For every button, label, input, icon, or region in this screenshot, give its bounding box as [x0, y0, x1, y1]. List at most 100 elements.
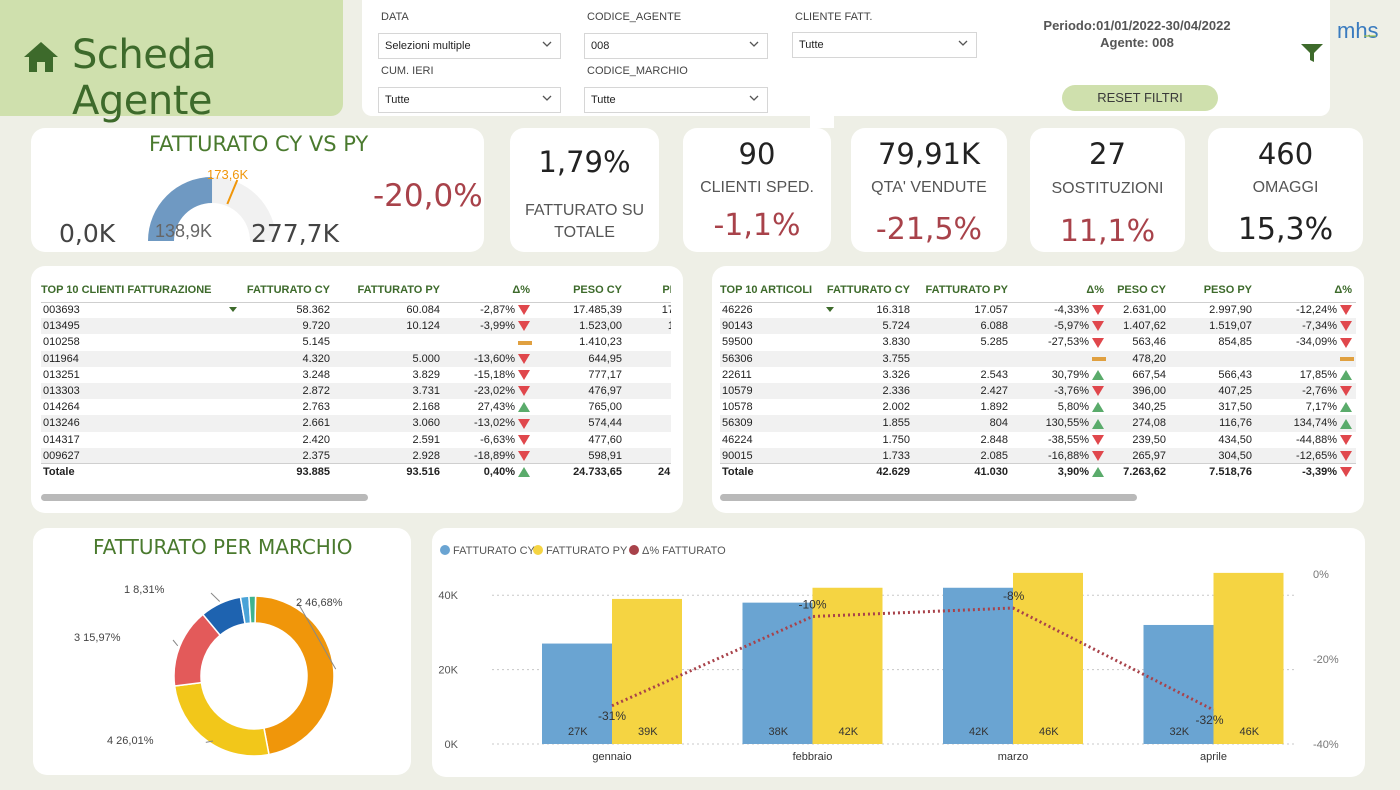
combo-chart: FATTURATO CY FATTURATO PY Δ% FATTURATO 0K 20… — [438, 545, 1339, 763]
legend-label: FATTURATO CY — [453, 545, 536, 557]
table-row[interactable]: 013246 2.661 3.060 -13,02% 574,44 — [41, 415, 671, 432]
table-row[interactable]: 90143 5.724 6.088 -5,97% 1.407,62 1.519,07 -7,… — [720, 318, 1356, 335]
table-row[interactable]: 013495 9.720 10.124 -3,99% 1.523,00 1. — [41, 318, 671, 335]
table-cell: 2.085 — [914, 447, 1012, 464]
column-header[interactable]: Δ% — [1012, 276, 1108, 303]
table-row[interactable]: 56309 1.855 804 130,55% 274,08 116,76 134,74% — [720, 415, 1356, 432]
articles-table-viewport[interactable]: TOP 10 ARTICOLI FATTURATO CY FATTURATO PY Δ… — [720, 276, 1356, 491]
horizontal-scrollbar[interactable] — [41, 494, 368, 501]
column-header[interactable]: PESO PY — [1170, 276, 1256, 303]
arrow-down-icon — [1092, 450, 1104, 461]
table-cell: 1.750 — [820, 432, 914, 448]
cell-text: 644,95 — [588, 352, 622, 365]
table-cell: 563,46 — [1108, 334, 1170, 350]
table-row[interactable]: 010258 5.145 1.410,23 — [41, 334, 671, 350]
table-row[interactable]: 46226 16.318 17.057 -4,33% 2.631,00 2.997,90 -… — [720, 302, 1356, 318]
total-row[interactable]: Totale 93.885 93.516 0,40% 24.733,65 24.: — [41, 463, 671, 481]
cell-text: 2.763 — [302, 401, 330, 414]
table-row[interactable]: 90015 1.733 2.085 -16,88% 265,97 304,50 -12,65… — [720, 447, 1356, 464]
filter-agente-select[interactable]: 008 — [584, 33, 768, 59]
column-header[interactable]: PE — [626, 276, 671, 303]
table-cell: -15,18% — [444, 367, 534, 383]
filter-cum-select[interactable]: Tutte — [378, 87, 561, 113]
home-icon[interactable] — [22, 40, 60, 74]
table-row[interactable]: 22611 3.326 2.543 30,79% 667,54 566,43 17,85% — [720, 367, 1356, 383]
filter-marchio-select[interactable]: Tutte — [584, 87, 768, 113]
bar-value-label: 42K — [839, 726, 859, 738]
cell-text: 010258 — [43, 336, 80, 349]
table-cell: 4.320 — [224, 350, 334, 367]
cell-text: -3,39% — [1302, 466, 1337, 479]
table-cell: 2.002 — [820, 399, 914, 415]
column-header[interactable]: FATTURATO PY — [914, 276, 1012, 303]
table-row[interactable]: 10578 2.002 1.892 5,80% 340,25 317,50 7,17% — [720, 399, 1356, 415]
horizontal-scrollbar[interactable] — [720, 494, 1137, 501]
gauge-value-label: 138,9K — [155, 221, 212, 241]
cell-text: 5.285 — [980, 336, 1008, 349]
table-cell: -23,02% — [444, 382, 534, 400]
table-row[interactable]: 014317 2.420 2.591 -6,63% 477,60 — [41, 432, 671, 448]
table-row[interactable]: 013251 3.248 3.829 -15,18% 777,17 — [41, 367, 671, 383]
table-cell: 10.124 — [334, 318, 444, 335]
table-row[interactable]: 014264 2.763 2.168 27,43% 765,00 — [41, 399, 671, 415]
table-cell: 2.661 — [224, 415, 334, 432]
table-cell: 317,50 — [1170, 399, 1256, 415]
table-row[interactable]: 10579 2.336 2.427 -3,76% 396,00 407,25 -2,76% — [720, 382, 1356, 400]
table-cell: 239,50 — [1108, 432, 1170, 448]
column-header[interactable]: FATTURATO CY — [224, 276, 334, 303]
cell-text: 10579 — [722, 385, 753, 398]
flat-dash-icon — [1092, 354, 1106, 364]
column-header[interactable]: Δ% — [1256, 276, 1356, 303]
column-header[interactable]: PESO CY — [534, 276, 626, 303]
table-cell: 396,00 — [1108, 382, 1170, 400]
cell-text: 90015 — [722, 449, 753, 462]
title-tile: Scheda Agente — [0, 0, 343, 124]
column-header[interactable]: Δ% — [444, 276, 534, 303]
column-header[interactable]: TOP 10 ARTICOLI — [720, 276, 820, 303]
table-row[interactable]: 003693 58.362 60.084 -2,87% 17.485,39 17. — [41, 302, 671, 318]
bar — [742, 602, 813, 744]
table-row[interactable]: 56306 3.755 478,20 — [720, 350, 1356, 367]
table-cell: 644,95 — [534, 350, 626, 367]
table-cell: 765,00 — [534, 399, 626, 415]
table-cell: 59500 — [720, 334, 820, 350]
kpi-label: SOSTITUZIONI — [1051, 180, 1164, 197]
reset-filters-button[interactable]: RESET FILTRI — [1062, 85, 1218, 111]
table-row[interactable]: 013303 2.872 3.731 -23,02% 476,97 — [41, 382, 671, 400]
table-cell: 41.030 — [914, 463, 1012, 481]
cell-text: 013251 — [43, 368, 80, 381]
agent-text: Agente: 008 — [1100, 35, 1174, 50]
bar-value-label: 46K — [1039, 726, 1059, 738]
column-header[interactable]: TOP 10 CLIENTI FATTURAZIONE — [41, 276, 224, 303]
column-header[interactable]: FATTURATO PY — [334, 276, 444, 303]
filter-cliente-select[interactable]: Tutte — [792, 32, 977, 58]
y-tick-label: 20K — [438, 665, 458, 677]
table-cell: 16.318 — [820, 302, 914, 318]
column-header[interactable]: FATTURATO CY — [820, 276, 914, 303]
clients-table: TOP 10 CLIENTI FATTURAZIONE FATTURATO CY F… — [41, 276, 671, 481]
filter-data-value: Selezioni multiple — [385, 40, 471, 52]
sort-arrow-icon[interactable] — [229, 307, 237, 312]
table-cell: 116,76 — [1170, 415, 1256, 432]
table-row[interactable]: 46224 1.750 2.848 -38,55% 239,50 434,50 -44,88… — [720, 432, 1356, 448]
gauge-target-marker — [226, 179, 239, 205]
sort-arrow-icon[interactable] — [826, 307, 834, 312]
total-row[interactable]: Totale 42.629 41.030 3,90% 7.263,62 7.518,76 -… — [720, 463, 1356, 481]
chevron-down-icon — [958, 40, 968, 46]
table-row[interactable]: 011964 4.320 5.000 -13,60% 644,95 — [41, 350, 671, 367]
table-cell: 27,43% — [444, 399, 534, 415]
table-cell: 10578 — [720, 399, 820, 415]
table-cell: 90143 — [720, 318, 820, 335]
table-cell — [626, 367, 671, 383]
column-header[interactable]: PESO CY — [1108, 276, 1170, 303]
filter-funnel-icon[interactable] — [1300, 42, 1324, 64]
clients-table-viewport[interactable]: TOP 10 CLIENTI FATTURAZIONE FATTURATO CY F… — [41, 276, 671, 491]
filter-data-select[interactable]: Selezioni multiple — [378, 33, 561, 59]
table-row[interactable]: 009627 2.375 2.928 -18,89% 598,91 — [41, 447, 671, 464]
table-cell: 2.420 — [224, 432, 334, 448]
cell-text: 1.410,23 — [579, 336, 622, 349]
table-row[interactable]: 59500 3.830 5.285 -27,53% 563,46 854,85 -34,09… — [720, 334, 1356, 350]
y2-tick-label: -20% — [1313, 654, 1339, 666]
arrow-up-icon — [1092, 369, 1104, 380]
table-cell: 56306 — [720, 350, 820, 367]
